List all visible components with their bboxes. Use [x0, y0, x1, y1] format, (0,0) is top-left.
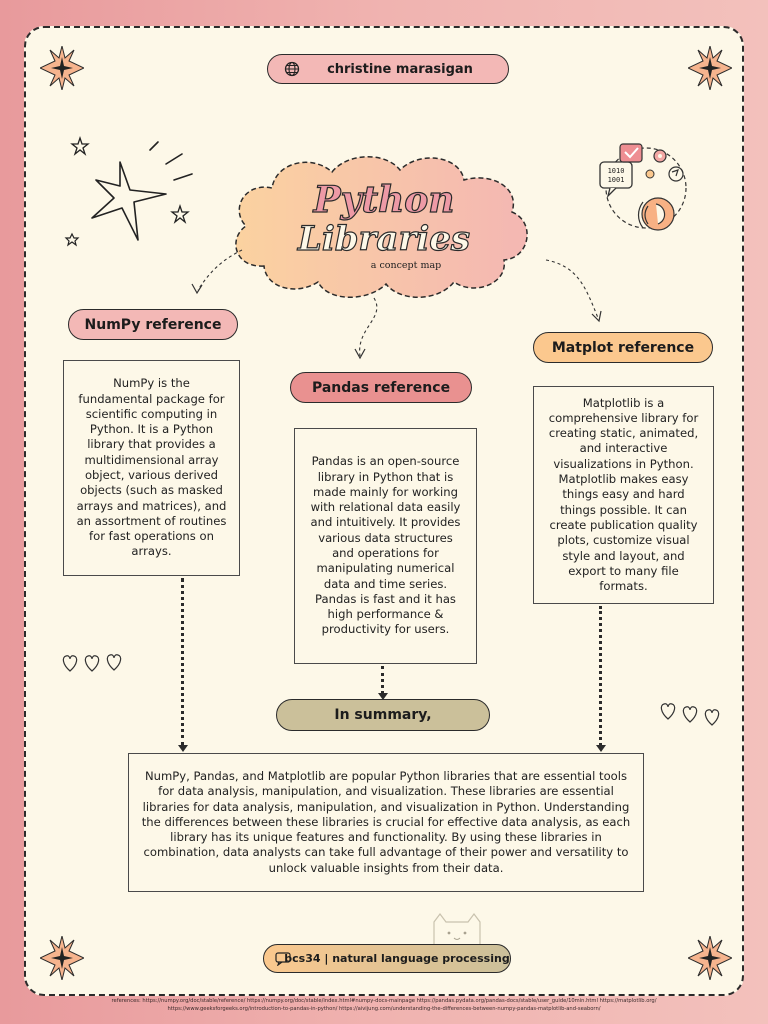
matplot-connector [599, 606, 602, 746]
title-line2: Libraries [297, 219, 470, 259]
star-doodle-icon [64, 135, 193, 247]
matplot-description: Matplotlib is a comprehensive library fo… [533, 386, 714, 604]
checkmark-icon [619, 143, 643, 163]
matplot-reference-label: Matplot reference [533, 332, 713, 363]
gear-icon [645, 149, 684, 182]
matplot-connector-arrow [596, 745, 606, 752]
references-line-2: https://www.geeksforgeeks.org/introducti… [167, 1005, 601, 1012]
numpy-connector [181, 578, 184, 746]
chat-binary-icon: 1010 1001 [599, 161, 633, 199]
sparkle-icon [688, 46, 732, 90]
data-analytics-icon: 1010 1001 [599, 143, 687, 231]
summary-label: In summary, [276, 699, 490, 731]
title-subtitle: a concept map [371, 260, 441, 271]
title-line1: Python [313, 179, 455, 221]
globe-icon [284, 61, 300, 77]
svg-text:1001: 1001 [608, 176, 625, 184]
numpy-reference-label: NumPy reference [68, 309, 238, 340]
course-badge: bcs34 | natural language processing [263, 944, 511, 973]
numpy-connector-arrow [178, 745, 188, 752]
numpy-description: NumPy is the fundamental package for sci… [63, 360, 240, 576]
svg-text:1010: 1010 [608, 167, 625, 175]
references: references: https://numpy.org/doc/stable… [0, 998, 768, 1013]
sparkle-icon [40, 46, 84, 90]
chat-icon [275, 952, 291, 966]
course-name: bcs34 | natural language processing [284, 952, 510, 965]
references-line-1: references: https://numpy.org/doc/stable… [111, 998, 657, 1004]
author-name: christine marasigan [327, 61, 473, 77]
poster-card: christine marasigan Python Libraries a c… [24, 26, 744, 996]
cat-icon [433, 913, 481, 946]
summary-description: NumPy, Pandas, and Matplotlib are popula… [128, 753, 644, 892]
title-cloud: Python Libraries a concept map [235, 156, 528, 298]
pandas-connector [381, 666, 384, 694]
pandas-connector-arrow [378, 693, 388, 700]
heart-icon [62, 654, 122, 672]
heart-icon [660, 703, 720, 726]
pandas-reference-label: Pandas reference [290, 372, 472, 403]
sparkle-icon [688, 936, 732, 980]
connector-arrows [191, 249, 602, 360]
sparkle-icon [40, 936, 84, 980]
author-badge: christine marasigan [267, 54, 509, 84]
pandas-description: Pandas is an open-source library in Pyth… [294, 428, 477, 664]
